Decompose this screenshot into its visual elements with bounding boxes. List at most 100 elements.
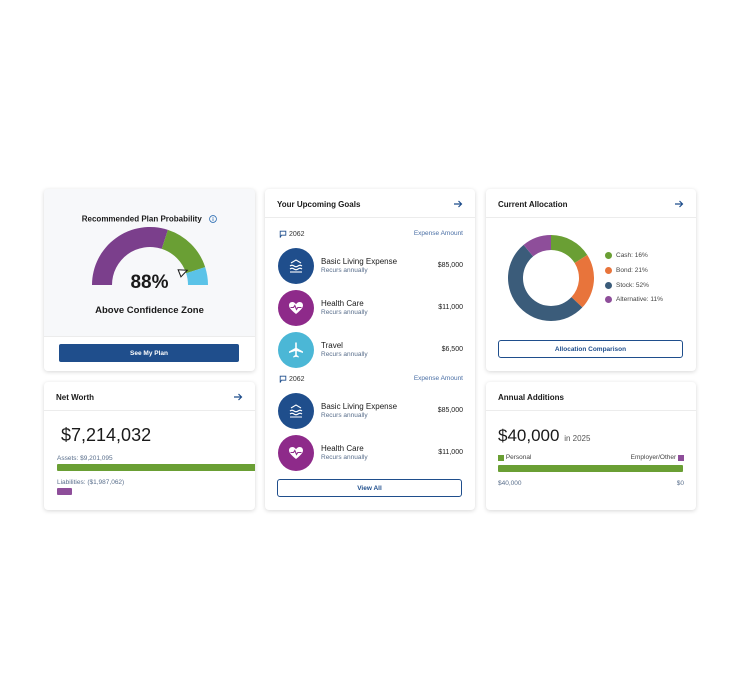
goal-row-health-care[interactable]: Health Care Recurs annually $11,000 <box>278 435 463 471</box>
expense-amount-label: Expense Amount <box>413 375 463 382</box>
legend-item-bond: Bond: 21% <box>605 267 648 274</box>
annual-additions-year: in 2025 <box>564 434 591 443</box>
current-allocation-header: Current Allocation <box>486 189 696 218</box>
net-worth-value: $7,214,032 <box>61 425 152 445</box>
goal-row-health-care[interactable]: Health Care Recurs annually $11,000 <box>278 290 463 326</box>
legend-employer: Employer/Other <box>631 454 684 461</box>
allocation-donut-chart <box>508 235 594 321</box>
annual-additions-card: Annual Additions $40,000 in 2025 Persona… <box>486 382 696 510</box>
plan-probability-footer: See My Plan <box>44 336 255 371</box>
net-worth-header: Net Worth <box>44 382 255 411</box>
goal-icon-circle <box>278 435 314 471</box>
goal-icon-circle <box>278 248 314 284</box>
heart-pulse-icon <box>289 447 303 459</box>
goal-recurrence: Recurs annually <box>321 351 368 358</box>
annual-additions-amount: $40,000 <box>498 426 560 445</box>
donut-slice-alternative <box>523 235 551 257</box>
annual-additions-header: Annual Additions <box>486 382 696 411</box>
personal-label: Personal <box>505 454 532 461</box>
legend-label: Bond: 21% <box>616 267 648 274</box>
goal-amount: $11,000 <box>438 449 463 456</box>
goal-row-basic-living[interactable]: Basic Living Expense Recurs annually $85… <box>278 393 463 429</box>
legend-dot <box>605 282 612 289</box>
goal-group-header: 2062 Expense Amount <box>279 230 463 240</box>
goal-row-travel[interactable]: Travel Recurs annually $6,500 <box>278 332 463 368</box>
goal-group-header: 2062 Expense Amount <box>279 375 463 385</box>
goal-year: 2062 <box>279 230 305 238</box>
current-allocation-card: Current Allocation Cash: 16% Bond: 21% S… <box>486 189 696 371</box>
liabilities-label: Liabilities: ($1,987,062) <box>57 479 125 486</box>
legend-square <box>678 454 684 461</box>
confidence-zone-label: Above Confidence Zone <box>95 305 204 316</box>
expense-amount-label: Expense Amount <box>413 230 463 237</box>
legend-item-alternative: Alternative: 11% <box>605 296 663 303</box>
gauge-low-segment <box>92 227 168 285</box>
net-worth-card: Net Worth $7,214,032 Assets: $9,201,095 … <box>44 382 255 510</box>
liabilities-bar <box>57 488 73 495</box>
donut-slice-bond <box>571 254 594 308</box>
goal-year-text: 2062 <box>289 230 305 238</box>
living-expense-icon <box>289 404 303 418</box>
goal-recurrence: Recurs annually <box>321 454 368 461</box>
info-icon[interactable] <box>209 214 218 223</box>
personal-bar <box>498 465 683 472</box>
plan-probability-title: Recommended Plan Probability <box>44 210 255 228</box>
arrow-right-icon[interactable] <box>453 199 463 209</box>
view-all-button[interactable]: View All <box>277 479 462 497</box>
see-my-plan-button[interactable]: See My Plan <box>59 344 239 362</box>
heart-pulse-icon <box>289 302 303 314</box>
gauge-high-segment <box>186 267 208 285</box>
living-expense-icon <box>289 259 303 273</box>
legend-square <box>498 454 504 461</box>
net-worth-title: Net Worth <box>56 393 95 402</box>
goal-amount: $85,000 <box>437 262 463 269</box>
plan-probability-card: Recommended Plan Probability 88% Above C… <box>44 189 255 371</box>
legend-item-cash: Cash: 16% <box>605 252 648 259</box>
goal-name: Health Care <box>321 299 364 308</box>
goal-icon-circle <box>278 332 314 368</box>
annual-additions-value: $40,000 in 2025 <box>498 426 590 446</box>
goal-year: 2062 <box>279 375 305 383</box>
annual-additions-title: Annual Additions <box>498 393 564 402</box>
assets-label: Assets: $9,201,095 <box>57 455 113 462</box>
arrow-right-icon[interactable] <box>233 392 243 402</box>
employer-amount: $0 <box>676 480 684 487</box>
legend-label: Stock: 52% <box>616 282 649 289</box>
personal-amount: $40,000 <box>498 480 522 487</box>
assets-bar <box>57 464 255 471</box>
goal-year-text: 2062 <box>289 375 305 383</box>
probability-gauge <box>92 227 208 285</box>
goal-icon-circle <box>278 290 314 326</box>
goal-recurrence: Recurs annually <box>321 267 368 274</box>
plan-probability-title-text: Recommended Plan Probability <box>81 214 202 224</box>
arrow-right-icon[interactable] <box>674 199 684 209</box>
legend-dot <box>605 267 612 274</box>
probability-value: 88% <box>130 272 169 293</box>
flag-icon <box>279 230 287 238</box>
allocation-comparison-button[interactable]: Allocation Comparison <box>498 340 683 358</box>
goal-recurrence: Recurs annually <box>321 412 368 419</box>
legend-dot <box>605 252 612 259</box>
goal-name: Basic Living Expense <box>321 402 398 411</box>
goal-amount: $85,000 <box>437 407 463 414</box>
goal-amount: $6,500 <box>441 346 463 353</box>
airplane-icon <box>289 342 303 358</box>
donut-slice-stock <box>508 244 583 321</box>
flag-icon <box>279 375 287 383</box>
upcoming-goals-card: Your Upcoming Goals 2062 Expense Amount … <box>265 189 475 510</box>
donut-slice-cash <box>551 235 588 263</box>
current-allocation-title: Current Allocation <box>498 200 568 209</box>
gauge-mid-segment <box>161 229 206 274</box>
goal-row-basic-living[interactable]: Basic Living Expense Recurs annually $85… <box>278 248 463 284</box>
goal-name: Health Care <box>321 444 364 453</box>
goal-amount: $11,000 <box>438 304 463 311</box>
gauge-pointer <box>177 269 189 278</box>
goal-recurrence: Recurs annually <box>321 309 368 316</box>
upcoming-goals-header: Your Upcoming Goals <box>265 189 475 218</box>
upcoming-goals-title: Your Upcoming Goals <box>277 200 361 209</box>
legend-label: Cash: 16% <box>616 252 648 259</box>
goal-name: Travel <box>321 341 343 350</box>
goal-icon-circle <box>278 393 314 429</box>
employer-label: Employer/Other <box>630 454 677 461</box>
legend-label: Alternative: 11% <box>616 296 663 303</box>
